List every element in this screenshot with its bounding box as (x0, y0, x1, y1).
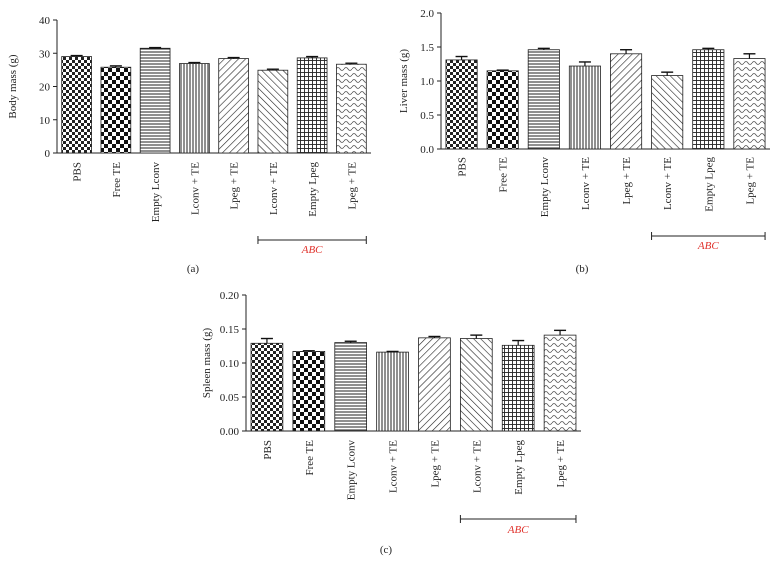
y-tick-label: 0.05 (220, 392, 240, 404)
bar-7 (501, 344, 535, 432)
category-label: Lconv + TE (471, 440, 483, 493)
y-tick-label: 10 (39, 115, 51, 127)
category-label: Lpeg + TE (555, 440, 567, 488)
bar-2 (486, 70, 519, 150)
chart-panel-c: 0.00 0.05 0.10 0.15 0.20 Spleen mass (g) PBS Fr… (201, 290, 581, 556)
bar-3 (334, 342, 367, 432)
bar-6 (257, 69, 289, 154)
y-tick-label: 40 (39, 15, 51, 27)
y-tick-label: 0.15 (220, 324, 240, 336)
panel-label: (b) (576, 263, 589, 275)
category-label: Empty Lpeg (307, 162, 319, 217)
category-label: Empty Lconv (346, 440, 358, 501)
category-label: Lconv + TE (580, 157, 592, 210)
category-label: Free TE (111, 162, 123, 198)
category-label: PBS (72, 162, 84, 182)
bar-8 (733, 58, 766, 150)
category-label: Lpeg + TE (429, 440, 441, 488)
y-tick-label: 1.5 (420, 42, 434, 54)
category-label: Free TE (304, 440, 316, 476)
y-tick-label: 0 (45, 148, 51, 160)
category-label: Empty Lpeg (703, 157, 715, 212)
y-tick-label: 2.0 (420, 8, 434, 20)
category-label: Lpeg + TE (229, 162, 241, 210)
bar-4 (568, 65, 601, 150)
bar-7 (296, 57, 328, 154)
bar-5 (418, 337, 451, 432)
bar-2 (100, 66, 132, 154)
bar-8 (336, 63, 367, 154)
bar-5 (218, 58, 249, 154)
bar-1 (445, 59, 478, 150)
bar-4 (376, 351, 409, 432)
category-label: PBS (457, 157, 469, 177)
y-tick-label: 0.5 (420, 110, 434, 122)
abc-label: ABC (301, 244, 323, 256)
category-label: Empty Lpeg (513, 440, 525, 495)
chart-panel-b: 0.0 0.5 1.0 1.5 2.0 Liver mass (g) PBS Free TE E… (398, 8, 770, 275)
y-axis-label: Liver mass (g) (398, 49, 410, 113)
category-label: PBS (262, 440, 274, 460)
bar-5 (610, 53, 643, 150)
y-tick-label: 0.10 (220, 358, 240, 370)
bar-2 (292, 351, 326, 432)
category-label: Lconv + TE (189, 162, 201, 215)
y-tick-label: 0.20 (220, 290, 240, 302)
y-tick-label: 0.0 (420, 144, 434, 156)
bar-1 (250, 342, 284, 432)
y-tick-label: 1.0 (420, 76, 434, 88)
bar-6 (459, 338, 493, 432)
category-label: Lconv + TE (388, 440, 400, 493)
panel-label: (a) (187, 263, 200, 275)
abc-label: ABC (697, 240, 719, 252)
category-label: Lconv + TE (268, 162, 280, 215)
bar-3 (139, 47, 171, 154)
abc-label: ABC (507, 524, 529, 536)
category-label: Lpeg + TE (621, 157, 633, 205)
bar-3 (527, 49, 560, 150)
category-label: Empty Lconv (150, 162, 162, 223)
category-label: Lconv + TE (662, 157, 674, 210)
bar-4 (179, 63, 210, 154)
bar-7 (692, 49, 725, 150)
y-tick-label: 20 (39, 82, 51, 94)
y-axis-label: Body mass (g) (7, 54, 19, 119)
y-tick-label: 0.00 (220, 426, 240, 438)
category-label: Free TE (498, 157, 510, 193)
chart-panel-a: 0 10 20 30 40 Body mass (g) PBS Free TE Empty Lc… (7, 15, 371, 275)
bar-8 (543, 334, 577, 432)
y-axis-label: Spleen mass (g) (201, 328, 213, 399)
category-label: Lpeg + TE (346, 162, 358, 210)
bar-6 (651, 75, 684, 150)
panel-label: (c) (380, 544, 393, 556)
category-label: Lpeg + TE (744, 157, 756, 205)
category-label: Empty Lconv (539, 157, 551, 218)
bar-1 (61, 56, 92, 154)
y-tick-label: 30 (39, 48, 51, 60)
